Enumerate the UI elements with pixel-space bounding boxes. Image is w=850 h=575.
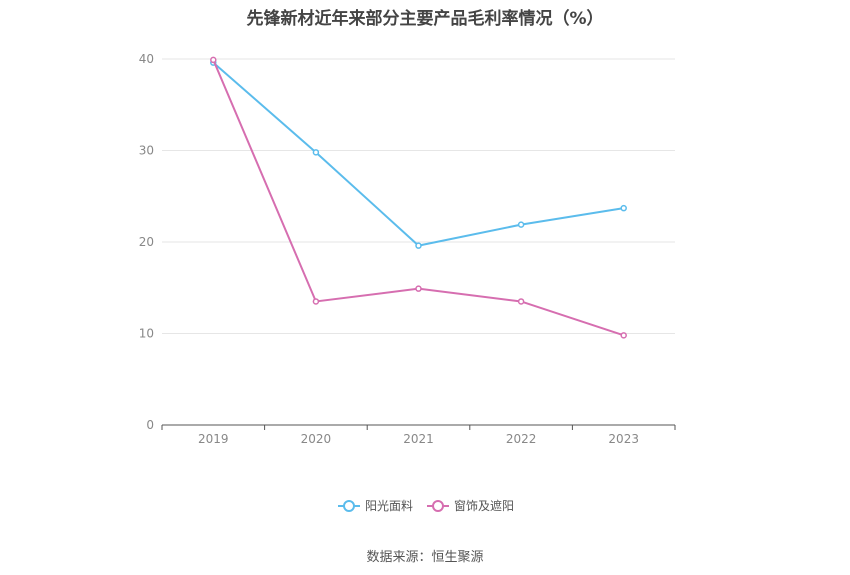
data-point[interactable]: [415, 285, 422, 292]
x-tick-label: 2023: [608, 432, 639, 446]
legend-item-1[interactable]: 阳光面料: [338, 499, 413, 513]
x-axis: 2019 2020 2021 2022 2023: [161, 424, 676, 446]
legend-item-2[interactable]: 窗饰及遮阳: [427, 498, 514, 513]
data-point[interactable]: [517, 221, 525, 228]
data-point[interactable]: [620, 204, 627, 212]
y-tick-label: 20: [139, 235, 154, 249]
x-tick-label: 2019: [198, 432, 229, 446]
data-point[interactable]: [312, 298, 320, 305]
legend: 阳光面料 窗饰及遮阳: [338, 498, 514, 513]
series-group: [210, 56, 627, 339]
y-tick-label: 30: [139, 144, 154, 158]
data-source: 数据来源：恒生聚源: [366, 550, 484, 565]
x-tick-label: 2022: [506, 432, 537, 446]
data-point[interactable]: [210, 56, 217, 64]
data-point[interactable]: [620, 332, 627, 339]
data-point[interactable]: [415, 242, 422, 249]
data-point[interactable]: [517, 298, 525, 305]
legend-label: 阳光面料: [365, 499, 413, 513]
data-point[interactable]: [312, 149, 320, 156]
y-axis-ticks: 0 10 20 30 40: [139, 52, 154, 432]
legend-marker-icon: [343, 500, 355, 512]
series-line-1: [212, 61, 624, 247]
series-line-2: [212, 59, 625, 337]
x-tick-label: 2020: [301, 432, 332, 446]
chart-title: 先锋新材近年来部分主要产品毛利率情况（%）: [246, 9, 604, 29]
legend-label: 窗饰及遮阳: [454, 498, 514, 513]
x-tick-label: 2021: [403, 432, 434, 446]
y-tick-label: 0: [146, 418, 154, 432]
y-tick-label: 40: [139, 52, 154, 66]
y-tick-label: 10: [139, 327, 154, 341]
legend-marker-icon: [432, 500, 444, 512]
grid-lines: [162, 58, 675, 334]
